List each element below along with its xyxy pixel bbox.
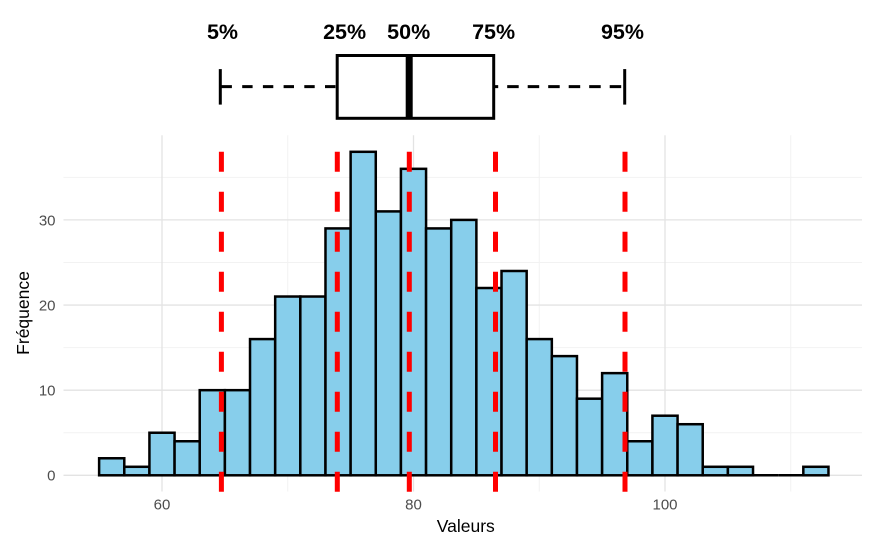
svg-text:20: 20 [39,297,56,314]
svg-text:75%: 75% [472,20,515,44]
svg-text:100: 100 [652,497,677,514]
svg-text:95%: 95% [601,20,644,44]
svg-text:0: 0 [47,468,55,485]
svg-text:10: 10 [39,383,56,400]
svg-text:80: 80 [405,497,422,514]
svg-text:Fréquence: Fréquence [13,271,33,355]
svg-text:25%: 25% [323,20,366,44]
svg-text:Valeurs: Valeurs [437,516,495,536]
svg-text:60: 60 [154,497,171,514]
svg-text:30: 30 [39,212,56,229]
svg-text:5%: 5% [207,20,238,44]
svg-text:50%: 50% [387,20,430,44]
